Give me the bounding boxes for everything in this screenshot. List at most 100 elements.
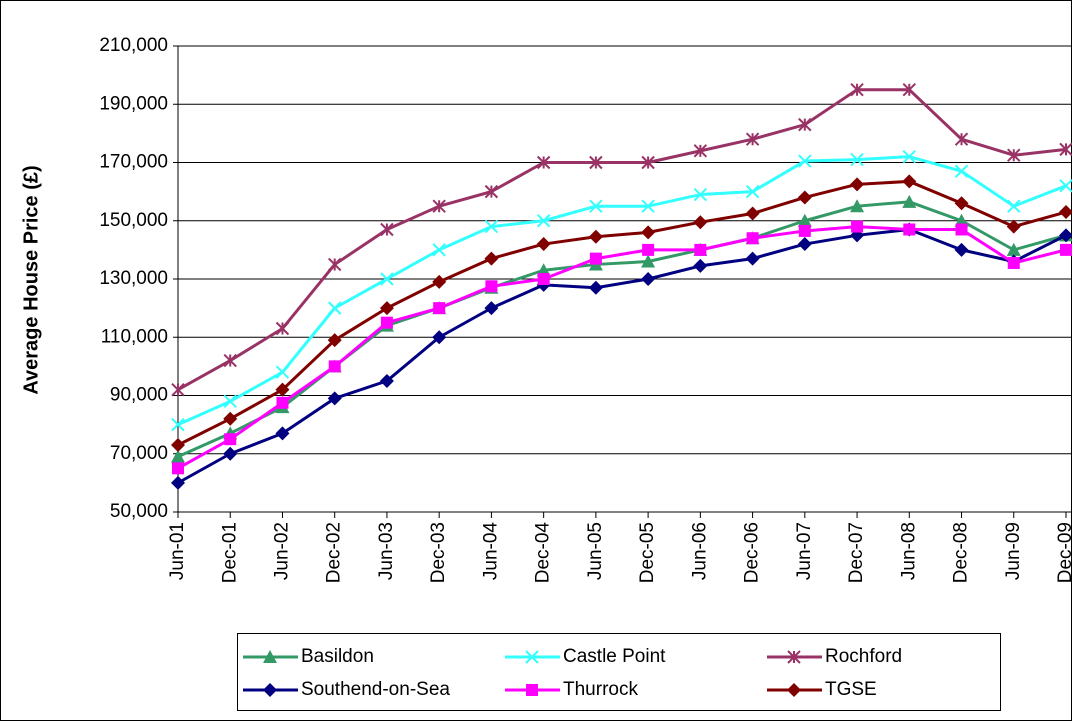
marker [525, 650, 539, 664]
marker [485, 280, 498, 293]
marker [537, 273, 550, 285]
marker [536, 237, 551, 252]
x-tick-label: Dec-04 [533, 522, 554, 584]
y-tick-label: 70,000 [110, 443, 168, 464]
marker [432, 274, 447, 289]
marker [379, 301, 394, 316]
marker [327, 333, 342, 348]
marker [693, 258, 708, 273]
marker [1007, 148, 1021, 162]
x-tick-label: Jun-04 [480, 522, 501, 581]
marker [954, 132, 969, 146]
marker [588, 229, 603, 244]
marker [484, 219, 499, 234]
marker [693, 144, 708, 158]
marker [797, 213, 812, 227]
marker [746, 232, 759, 245]
marker [641, 272, 656, 286]
marker [745, 251, 760, 266]
marker [955, 223, 968, 236]
marker [798, 224, 811, 237]
marker [224, 433, 237, 446]
marker [1058, 205, 1072, 220]
legend-label: Thurrock [563, 679, 638, 700]
y-tick-label: 90,000 [110, 385, 168, 406]
x-tick-label: Jun-08 [898, 522, 919, 580]
marker [850, 152, 864, 167]
marker [327, 301, 342, 315]
marker [380, 316, 393, 329]
y-tick-label: 150,000 [99, 210, 168, 231]
marker [1007, 256, 1020, 269]
marker [536, 214, 551, 228]
marker [275, 365, 290, 379]
marker [172, 462, 184, 475]
marker [1059, 179, 1072, 193]
marker [432, 243, 446, 257]
marker [693, 215, 708, 230]
x-tick-label: Dec-01 [219, 522, 240, 583]
marker [223, 411, 238, 426]
marker [380, 272, 394, 286]
x-tick-label: Jun-01 [167, 522, 188, 580]
legend-box [237, 633, 1001, 711]
x-tick-label: Jun-02 [271, 522, 292, 580]
x-tick-label: Jun-06 [689, 522, 710, 580]
y-tick-label: 50,000 [110, 501, 168, 522]
x-tick-label: Dec-05 [637, 522, 658, 583]
marker [380, 222, 394, 237]
marker [1059, 142, 1072, 157]
marker [433, 302, 446, 315]
marker [1006, 242, 1021, 256]
marker [171, 438, 185, 453]
marker [798, 154, 812, 168]
marker [275, 426, 290, 441]
legend-label: Rochford [825, 646, 902, 667]
marker [484, 301, 499, 316]
y-tick-label: 190,000 [99, 93, 168, 114]
x-tick-label: Dec-09 [1055, 522, 1072, 583]
x-tick-label: Dec-03 [428, 522, 449, 583]
marker [223, 353, 237, 368]
marker [642, 243, 655, 256]
marker [902, 194, 917, 208]
marker [171, 449, 185, 463]
marker [902, 82, 916, 97]
marker [223, 394, 237, 409]
marker [641, 155, 655, 170]
marker [275, 321, 290, 336]
legend-label: Castle Point [563, 646, 666, 667]
marker [851, 220, 864, 233]
x-tick-label: Dec-06 [742, 522, 763, 583]
x-tick-label: Jun-09 [1003, 522, 1024, 580]
legend-label: Southend-on-Sea [301, 679, 450, 700]
marker [745, 184, 760, 199]
marker [798, 117, 812, 132]
marker [850, 199, 865, 213]
series-line [177, 155, 1067, 426]
x-tick-label: Dec-02 [324, 522, 345, 583]
marker [484, 251, 499, 266]
y-tick-label: 210,000 [99, 35, 168, 56]
marker [902, 174, 917, 189]
marker [641, 199, 655, 213]
marker [432, 199, 446, 213]
marker [797, 190, 812, 205]
marker [902, 149, 916, 164]
marker [275, 382, 290, 397]
marker [745, 132, 760, 146]
marker [171, 417, 185, 432]
marker [787, 683, 801, 697]
x-tick-label: Jun-03 [376, 522, 397, 580]
x-tick-label: Dec-07 [846, 522, 867, 583]
series-line [177, 179, 1067, 447]
marker [589, 252, 602, 265]
marker [379, 373, 394, 388]
marker [263, 683, 277, 697]
marker [787, 650, 801, 664]
marker [589, 199, 603, 213]
series-line [177, 88, 1067, 391]
marker [327, 257, 342, 272]
